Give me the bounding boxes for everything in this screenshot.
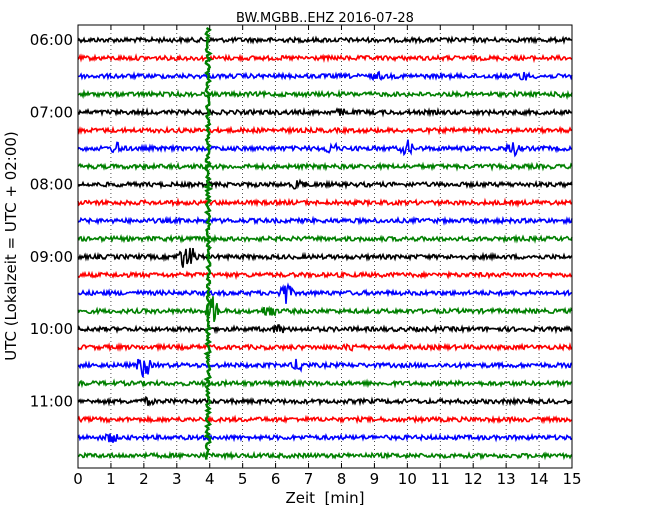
trace-1030 <box>77 358 573 378</box>
trace-1000 <box>77 324 573 335</box>
chart-title: BW.MGBB..EHZ 2016-07-28 <box>236 11 414 26</box>
trace-0830 <box>77 215 573 226</box>
plot-background <box>78 25 572 468</box>
x-tick-label: 6 <box>271 470 281 488</box>
trace-0630 <box>77 70 573 82</box>
plot-frame <box>77 24 573 469</box>
trace-0800 <box>77 178 573 190</box>
trace-1015 <box>77 342 573 353</box>
x-tick-label: 5 <box>238 470 248 488</box>
x-tick-label: 14 <box>530 470 549 488</box>
y-tick-label: 06:00 <box>30 31 73 49</box>
x-tick-label: 3 <box>172 470 182 488</box>
y-axis-label: UTC (Lokalzeit = UTC + 02:00) <box>2 131 20 361</box>
trace-0845 <box>77 233 573 244</box>
x-tick-label: 15 <box>562 470 581 488</box>
x-tick-label: 8 <box>337 470 347 488</box>
trace-0715 <box>77 125 573 136</box>
trace-0900 <box>77 247 573 268</box>
seismic-traces <box>77 35 573 461</box>
x-tick-label: 2 <box>139 470 149 488</box>
x-axis-ticks: 0 1 2 3 4 5 6 7 8 9 10 11 12 13 14 15 <box>73 25 582 488</box>
trace-0915 <box>77 270 573 281</box>
x-axis-label: Zeit [min] <box>285 489 364 507</box>
x-tick-label: 10 <box>398 470 417 488</box>
y-axis-ticks: 06:00 07:00 08:00 09:00 10:00 11:00 <box>30 31 572 410</box>
x-tick-label: 1 <box>106 470 116 488</box>
y-tick-label: 09:00 <box>30 248 73 266</box>
x-tick-label: 13 <box>497 470 516 488</box>
x-tick-label: 4 <box>205 470 215 488</box>
trace-0930 <box>77 282 573 304</box>
y-tick-label: 07:00 <box>30 103 73 121</box>
trace-1100 <box>77 395 573 407</box>
x-tick-label: 9 <box>370 470 380 488</box>
trace-0745 <box>77 161 573 172</box>
trace-1045 <box>77 378 573 389</box>
x-tick-label: 11 <box>431 470 450 488</box>
trace-1145 <box>77 450 573 461</box>
trace-0730 <box>77 139 572 158</box>
trace-0815 <box>77 197 573 208</box>
trace-0700 <box>77 106 573 118</box>
y-tick-label: 10:00 <box>30 320 73 338</box>
trace-1115 <box>77 414 573 425</box>
x-tick-label: 0 <box>73 470 83 488</box>
trace-1130 <box>77 432 573 443</box>
y-tick-label: 11:00 <box>30 392 73 410</box>
x-tick-label: 12 <box>464 470 483 488</box>
trace-0600 <box>77 35 573 45</box>
trace-0645 <box>77 88 573 101</box>
y-tick-label: 08:00 <box>30 176 73 194</box>
trace-0615 <box>77 53 573 64</box>
x-tick-label: 7 <box>304 470 314 488</box>
spike-trace <box>203 26 214 460</box>
seismic-spike <box>203 26 214 460</box>
trace-0945 <box>77 296 573 323</box>
